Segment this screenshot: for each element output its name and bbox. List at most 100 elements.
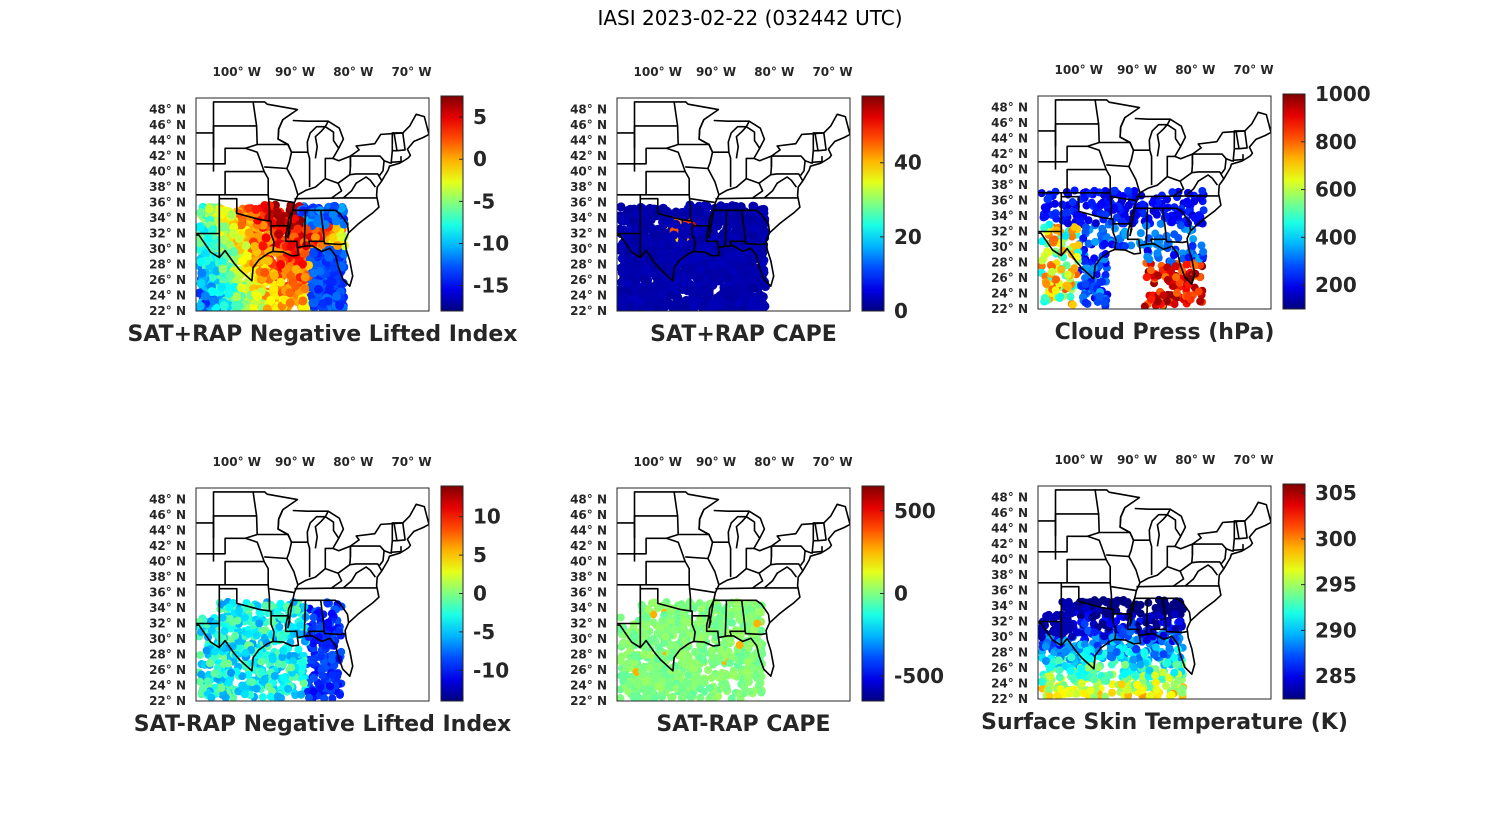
data-point <box>266 295 276 305</box>
lat-tick-label: 30° N <box>991 630 1028 644</box>
data-point <box>685 692 694 701</box>
lon-tick-label: 90° W <box>1117 63 1157 77</box>
state-boundary <box>305 209 325 247</box>
state-boundary <box>726 209 746 247</box>
data-point <box>260 268 270 278</box>
data-point <box>1091 237 1100 246</box>
lat-tick-label: 28° N <box>991 646 1028 660</box>
state-boundary <box>685 144 714 170</box>
state-boundary <box>1169 118 1187 147</box>
lat-tick-label: 32° N <box>991 615 1028 629</box>
map-frame <box>616 487 851 702</box>
colorbar-tick-label: 1000 <box>1315 82 1371 106</box>
data-point <box>250 241 260 251</box>
data-point <box>732 284 742 294</box>
colorbar-tick-label: -500 <box>894 664 944 688</box>
data-point <box>279 646 288 655</box>
map-frame <box>616 97 851 312</box>
data-point <box>628 216 638 226</box>
lat-tick-label: 34° N <box>991 599 1028 613</box>
lat-tick-label: 26° N <box>149 663 186 677</box>
data-point <box>660 616 669 625</box>
data-point <box>1143 252 1152 261</box>
data-point <box>260 674 269 683</box>
lat-tick-label: 44° N <box>570 134 607 148</box>
data-point <box>235 606 244 615</box>
data-point <box>196 301 205 311</box>
data-point <box>707 674 716 683</box>
data-point <box>1040 223 1049 232</box>
state-boundary <box>811 132 827 164</box>
state-boundary <box>1220 158 1227 174</box>
data-point <box>1050 210 1059 219</box>
colorbar-tick-label: 800 <box>1315 130 1357 154</box>
state-boundary <box>745 545 773 574</box>
state-boundary <box>745 155 773 184</box>
data-point <box>728 670 737 679</box>
data-point <box>258 241 268 251</box>
data-point <box>650 598 659 607</box>
data-point <box>695 641 704 650</box>
data-point <box>649 230 659 240</box>
data-point <box>660 280 670 290</box>
data-point <box>690 604 699 613</box>
state-boundary <box>212 537 265 562</box>
data-point <box>713 603 722 612</box>
state-boundary <box>633 537 686 562</box>
data-point <box>1146 266 1155 275</box>
data-point <box>225 603 234 612</box>
data-point <box>1081 298 1090 307</box>
data-point <box>1052 226 1061 235</box>
data-point <box>1143 246 1152 255</box>
data-point <box>323 599 332 608</box>
lon-tick-label: 70° W <box>812 455 852 469</box>
data-point <box>629 620 638 629</box>
data-point <box>637 304 647 311</box>
state-boundary <box>1133 149 1153 186</box>
state-boundary <box>741 209 771 233</box>
data-point <box>1063 208 1072 217</box>
data-point <box>711 272 721 282</box>
data-point <box>1080 257 1089 266</box>
data-point <box>667 666 676 675</box>
data-point <box>631 286 641 296</box>
data-point <box>744 678 753 687</box>
data-point <box>696 684 705 693</box>
data-point <box>617 285 627 295</box>
data-point <box>1164 203 1173 212</box>
data-point <box>328 670 337 679</box>
lon-tick-label: 70° W <box>1233 453 1273 467</box>
data-point <box>1098 224 1107 233</box>
state-boundary <box>1054 99 1100 125</box>
data-point <box>748 240 758 250</box>
data-point <box>1049 238 1058 247</box>
map-svg: 100° W 90° W 80° W 70° W48° N46° N44° N42° … <box>991 63 1371 345</box>
data-point <box>674 268 684 278</box>
data-point <box>1066 292 1075 301</box>
data-point <box>196 238 205 248</box>
data-point <box>696 693 705 701</box>
data-point <box>753 619 762 628</box>
state-boundary <box>770 503 850 547</box>
state-boundary <box>712 541 732 578</box>
state-boundary <box>708 599 728 636</box>
state-boundary <box>349 173 383 182</box>
state-boundary <box>390 132 406 164</box>
state-boundary <box>748 510 766 539</box>
data-point <box>309 673 318 682</box>
data-point <box>1127 241 1136 250</box>
data-point <box>617 224 625 234</box>
lat-tick-label: 46° N <box>149 508 186 522</box>
lat-tick-label: 30° N <box>149 632 186 646</box>
data-point <box>335 690 344 699</box>
state-boundary <box>287 209 307 246</box>
data-point <box>753 217 763 227</box>
state-boundary <box>799 160 806 176</box>
data-point <box>702 201 712 211</box>
data-point <box>285 298 295 308</box>
data-point <box>681 661 690 670</box>
data-point <box>714 692 723 701</box>
data-point <box>624 205 634 215</box>
colorbar-tick-label: 0 <box>894 582 908 606</box>
state-boundary <box>633 491 679 517</box>
